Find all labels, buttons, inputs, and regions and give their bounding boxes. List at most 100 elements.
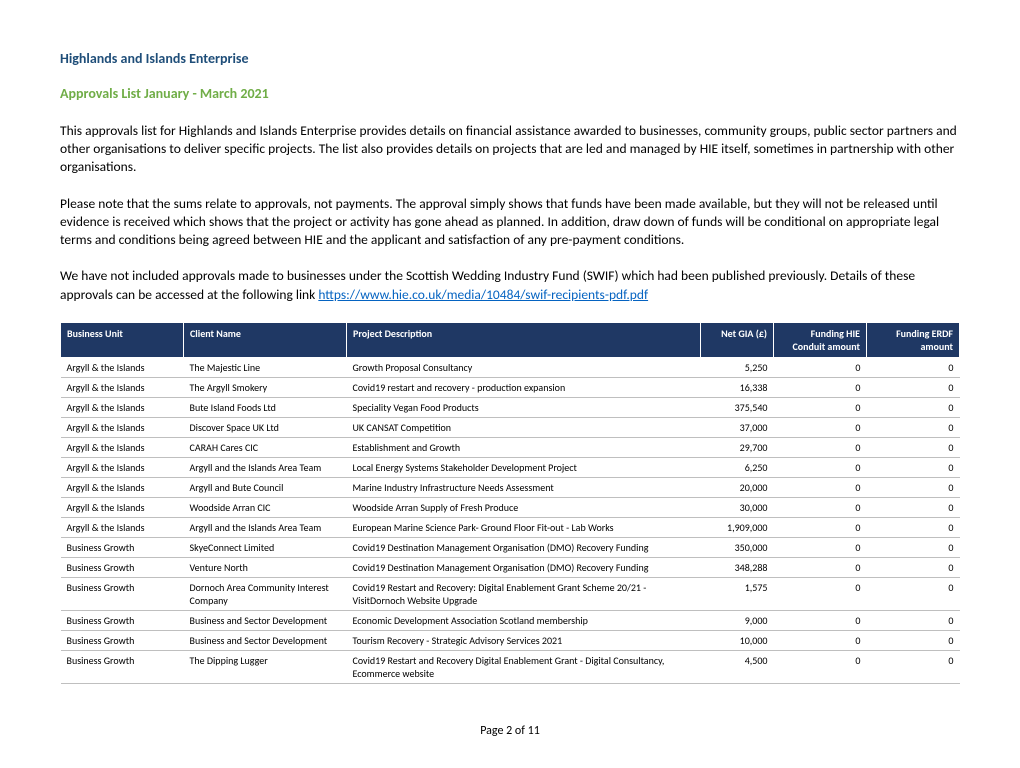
table-cell: 0 <box>867 437 960 457</box>
table-cell: Argyll & the Islands <box>61 397 184 417</box>
table-cell: 9,000 <box>701 610 774 630</box>
table-cell: Marine Industry Infrastructure Needs Ass… <box>347 477 701 497</box>
table-row: Business GrowthVenture NorthCovid19 Dest… <box>61 557 960 577</box>
page-footer: Page 2 of 11 <box>60 724 960 738</box>
table-cell: 0 <box>774 537 867 557</box>
table-cell: Argyll & the Islands <box>61 517 184 537</box>
table-cell: 6,250 <box>701 457 774 477</box>
table-cell: 5,250 <box>701 357 774 377</box>
table-cell: 0 <box>867 417 960 437</box>
table-cell: 350,000 <box>701 537 774 557</box>
table-cell: 0 <box>774 610 867 630</box>
table-cell: 0 <box>867 357 960 377</box>
table-row: Argyll & the IslandsArgyll and the Islan… <box>61 517 960 537</box>
table-cell: Argyll & the Islands <box>61 437 184 457</box>
table-cell: 0 <box>867 397 960 417</box>
report-title: Approvals List January - March 2021 <box>60 85 960 102</box>
col-header: Funding HIE Conduit amount <box>774 322 867 357</box>
table-cell: CARAH Cares CIC <box>184 437 347 457</box>
table-cell: Business Growth <box>61 630 184 650</box>
table-cell: 0 <box>774 477 867 497</box>
table-cell: 0 <box>867 577 960 610</box>
table-cell: Argyll & the Islands <box>61 417 184 437</box>
table-row: Business GrowthDornoch Area Community In… <box>61 577 960 610</box>
col-header: Business Unit <box>61 322 184 357</box>
table-cell: Woodside Arran Supply of Fresh Produce <box>347 497 701 517</box>
table-cell: Speciality Vegan Food Products <box>347 397 701 417</box>
table-cell: Growth Proposal Consultancy <box>347 357 701 377</box>
table-cell: The Argyll Smokery <box>184 377 347 397</box>
table-cell: Argyll and Bute Council <box>184 477 347 497</box>
approvals-table: Business UnitClient NameProject Descript… <box>60 322 960 684</box>
table-row: Argyll & the IslandsArgyll and Bute Coun… <box>61 477 960 497</box>
table-row: Business GrowthSkyeConnect LimitedCovid1… <box>61 537 960 557</box>
table-cell: Tourism Recovery - Strategic Advisory Se… <box>347 630 701 650</box>
table-row: Argyll & the IslandsDiscover Space UK Lt… <box>61 417 960 437</box>
table-cell: Venture North <box>184 557 347 577</box>
table-cell: Woodside Arran CIC <box>184 497 347 517</box>
table-body: Argyll & the IslandsThe Majestic LineGro… <box>61 357 960 683</box>
table-cell: UK CANSAT Competition <box>347 417 701 437</box>
table-cell: 0 <box>774 377 867 397</box>
table-cell: Economic Development Association Scotlan… <box>347 610 701 630</box>
table-cell: 375,540 <box>701 397 774 417</box>
table-row: Argyll & the IslandsCARAH Cares CICEstab… <box>61 437 960 457</box>
table-cell: 0 <box>867 557 960 577</box>
table-cell: Bute Island Foods Ltd <box>184 397 347 417</box>
table-cell: 0 <box>774 517 867 537</box>
table-cell: 0 <box>867 630 960 650</box>
table-cell: Covid19 Destination Management Organisat… <box>347 537 701 557</box>
table-cell: Argyll and the Islands Area Team <box>184 517 347 537</box>
table-cell: The Dipping Lugger <box>184 650 347 683</box>
swif-link[interactable]: https://www.hie.co.uk/media/10484/swif-r… <box>318 286 648 303</box>
table-cell: 0 <box>867 537 960 557</box>
table-row: Argyll & the IslandsWoodside Arran CICWo… <box>61 497 960 517</box>
table-cell: The Majestic Line <box>184 357 347 377</box>
table-cell: 30,000 <box>701 497 774 517</box>
table-row: Argyll & the IslandsArgyll and the Islan… <box>61 457 960 477</box>
table-cell: Argyll & the Islands <box>61 377 184 397</box>
table-cell: 0 <box>774 630 867 650</box>
table-cell: 0 <box>774 417 867 437</box>
table-cell: Argyll & the Islands <box>61 497 184 517</box>
table-row: Business GrowthBusiness and Sector Devel… <box>61 610 960 630</box>
table-cell: 0 <box>774 650 867 683</box>
table-cell: 0 <box>774 557 867 577</box>
table-cell: Business Growth <box>61 537 184 557</box>
table-cell: Argyll and the Islands Area Team <box>184 457 347 477</box>
table-cell: Business and Sector Development <box>184 630 347 650</box>
table-cell: 20,000 <box>701 477 774 497</box>
table-cell: Covid19 Restart and Recovery: Digital En… <box>347 577 701 610</box>
intro-paragraph-1: This approvals list for Highlands and Is… <box>60 122 960 177</box>
table-cell: Argyll & the Islands <box>61 457 184 477</box>
table-cell: Business and Sector Development <box>184 610 347 630</box>
table-cell: 0 <box>774 397 867 417</box>
table-cell: Business Growth <box>61 610 184 630</box>
table-cell: Business Growth <box>61 650 184 683</box>
intro-paragraph-2: Please note that the sums relate to appr… <box>60 195 960 250</box>
table-cell: Establishment and Growth <box>347 437 701 457</box>
table-cell: 1,909,000 <box>701 517 774 537</box>
table-cell: Dornoch Area Community Interest Company <box>184 577 347 610</box>
table-cell: 0 <box>774 577 867 610</box>
table-cell: 0 <box>867 377 960 397</box>
table-cell: 16,338 <box>701 377 774 397</box>
table-row: Argyll & the IslandsBute Island Foods Lt… <box>61 397 960 417</box>
table-cell: European Marine Science Park- Ground Flo… <box>347 517 701 537</box>
table-cell: 4,500 <box>701 650 774 683</box>
table-cell: 37,000 <box>701 417 774 437</box>
table-cell: 0 <box>867 457 960 477</box>
table-cell: 10,000 <box>701 630 774 650</box>
table-cell: Argyll & the Islands <box>61 357 184 377</box>
table-header: Business UnitClient NameProject Descript… <box>61 322 960 357</box>
col-header: Client Name <box>184 322 347 357</box>
table-cell: Covid19 Restart and Recovery Digital Ena… <box>347 650 701 683</box>
table-cell: 0 <box>867 610 960 630</box>
table-cell: SkyeConnect Limited <box>184 537 347 557</box>
table-cell: Covid19 Destination Management Organisat… <box>347 557 701 577</box>
col-header: Funding ERDF amount <box>867 322 960 357</box>
table-row: Argyll & the IslandsThe Majestic LineGro… <box>61 357 960 377</box>
table-cell: 0 <box>867 497 960 517</box>
table-cell: Local Energy Systems Stakeholder Develop… <box>347 457 701 477</box>
col-header: Project Description <box>347 322 701 357</box>
